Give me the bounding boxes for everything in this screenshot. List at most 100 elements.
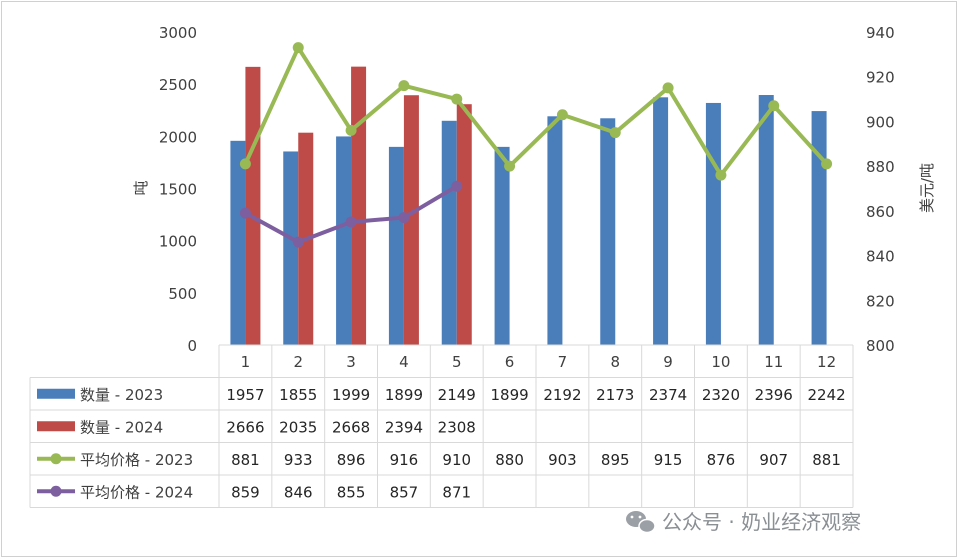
bar	[456, 104, 472, 345]
data-label: 2035	[279, 418, 317, 436]
left-axis-tick-label: 1000	[159, 233, 197, 251]
left-axis-tick-label: 500	[168, 285, 197, 303]
data-label: 910	[442, 451, 471, 469]
data-label: 907	[759, 451, 788, 469]
series-line	[243, 45, 829, 178]
data-point	[345, 216, 357, 228]
left-axis-title: 吨	[132, 180, 150, 195]
x-axis-tick-label: 5	[452, 353, 462, 371]
data-label: 881	[231, 451, 260, 469]
data-label: 876	[707, 451, 736, 469]
data-label: 915	[654, 451, 683, 469]
data-point	[504, 160, 516, 172]
left-axis-tick-label: 3000	[159, 24, 197, 42]
x-axis-tick-label: 1	[241, 353, 251, 371]
data-label: 896	[337, 451, 366, 469]
data-label: 1855	[279, 386, 317, 404]
data-point	[768, 100, 780, 112]
bar	[811, 111, 827, 346]
data-label: 1899	[490, 386, 528, 404]
data-label: 2320	[702, 386, 740, 404]
data-label: 859	[231, 483, 260, 501]
right-axis-title: 美元/吨	[918, 163, 936, 213]
bar	[547, 116, 563, 345]
x-axis-tick-label: 6	[505, 353, 515, 371]
wechat-icon	[626, 511, 656, 534]
data-label: 2192	[543, 386, 581, 404]
data-point	[398, 212, 410, 224]
data-point	[715, 169, 727, 181]
x-axis-tick-label: 11	[764, 353, 783, 371]
data-label: 1957	[226, 386, 264, 404]
bar	[351, 66, 367, 345]
data-point	[292, 236, 304, 248]
data-point	[239, 158, 251, 170]
data-label: 903	[548, 451, 577, 469]
right-axis-tick-label: 840	[866, 248, 895, 266]
watermark-text: 公众号 · 奶业经济观察	[662, 510, 861, 534]
data-label: 1899	[385, 386, 423, 404]
right-axis-tick-label: 920	[866, 69, 895, 87]
x-axis-tick-label: 4	[399, 353, 409, 371]
legend-key	[37, 421, 75, 432]
data-label: 2396	[755, 386, 793, 404]
data-point	[662, 82, 674, 94]
data-label: 2308	[438, 418, 476, 436]
left-axis-tick-label: 1500	[159, 181, 197, 199]
legend-label: 数量 - 2023	[80, 386, 163, 404]
legend-label: 数量 - 2024	[80, 418, 163, 436]
bar	[230, 140, 246, 345]
legend-label: 平均价格 - 2023	[80, 451, 193, 469]
data-label: 846	[284, 483, 313, 501]
data-label: 855	[337, 483, 366, 501]
left-axis-tick-label: 2500	[159, 76, 197, 94]
bar	[441, 120, 457, 346]
data-label: 2394	[385, 418, 423, 436]
bar	[388, 146, 404, 345]
right-axis-tick-label: 820	[866, 292, 895, 310]
right-axis-tick-label: 800	[866, 337, 895, 355]
right-axis-tick-label: 900	[866, 113, 895, 131]
data-label: 2173	[596, 386, 634, 404]
x-axis-tick-label: 2	[293, 353, 303, 371]
data-label: 881	[812, 451, 841, 469]
data-label: 916	[390, 451, 419, 469]
data-point	[821, 158, 833, 170]
data-label: 2149	[438, 386, 476, 404]
bar	[758, 95, 774, 345]
data-point	[609, 127, 621, 139]
data-point	[451, 180, 463, 192]
legend-key	[37, 388, 75, 399]
legend-key	[50, 453, 62, 465]
x-axis-tick-label: 3	[346, 353, 356, 371]
data-label: 2668	[332, 418, 370, 436]
bar	[705, 102, 721, 346]
x-axis-tick-label: 12	[817, 353, 836, 371]
x-axis-tick-label: 8	[610, 353, 620, 371]
left-axis-tick-label: 2000	[159, 128, 197, 146]
bar	[653, 97, 669, 345]
data-label: 871	[442, 483, 471, 501]
data-point	[451, 93, 463, 105]
data-point	[556, 109, 568, 121]
data-point	[345, 124, 357, 136]
legend-key	[50, 485, 62, 497]
right-axis-tick-label: 860	[866, 203, 895, 221]
watermark: 公众号 · 奶业经济观察	[626, 510, 861, 534]
data-label: 2242	[807, 386, 845, 404]
bar	[283, 151, 299, 345]
bar	[494, 146, 510, 345]
bar	[336, 136, 352, 345]
data-label: 2374	[649, 386, 687, 404]
right-axis-tick-label: 880	[866, 158, 895, 176]
bar	[245, 66, 261, 345]
data-label: 880	[495, 451, 524, 469]
x-axis-tick-label: 9	[663, 353, 673, 371]
legend-label: 平均价格 - 2024	[80, 483, 193, 501]
data-label: 933	[284, 451, 313, 469]
data-label: 857	[390, 483, 419, 501]
bar	[403, 95, 419, 345]
right-axis-tick-label: 940	[866, 24, 895, 42]
